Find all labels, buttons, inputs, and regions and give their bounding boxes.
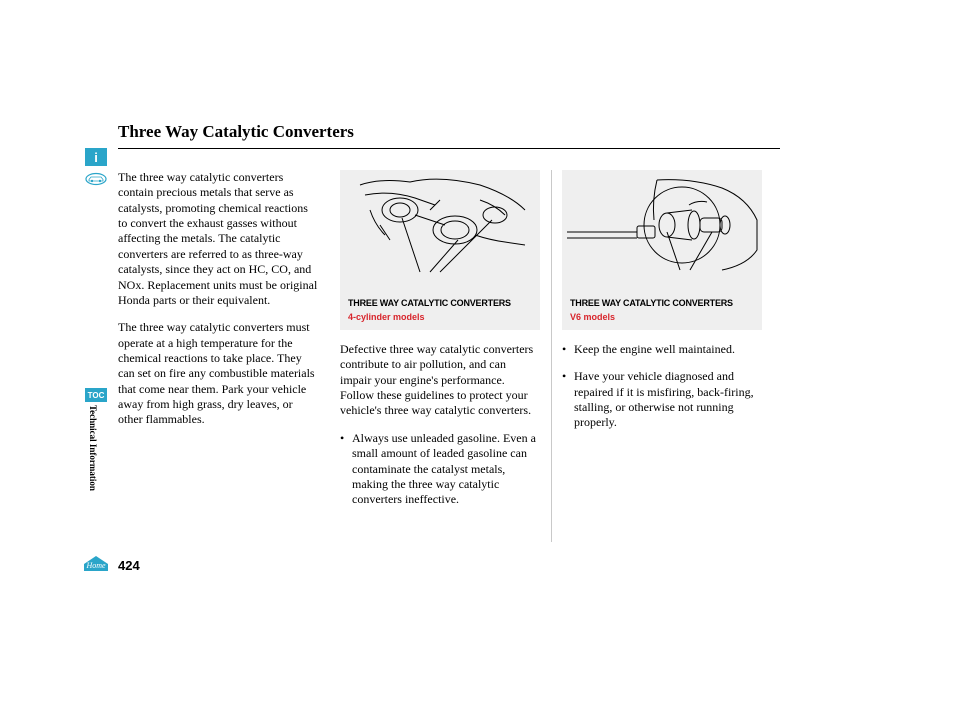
page-number: 424 — [118, 558, 140, 573]
column-2: THREE WAY CATALYTIC CONVERTERS 4-cylinde… — [340, 170, 540, 520]
column-3: THREE WAY CATALYTIC CONVERTERS V6 models… — [562, 170, 762, 443]
figure-subcaption: 4-cylinder models — [348, 312, 425, 324]
body-text: The three way catalytic converters must … — [118, 320, 318, 428]
figure-caption: THREE WAY CATALYTIC CONVERTERS — [570, 298, 733, 310]
home-icon[interactable]: Home — [82, 554, 110, 572]
column-separator — [551, 170, 552, 542]
car-icon[interactable] — [85, 170, 107, 188]
figure-v6: THREE WAY CATALYTIC CONVERTERS V6 models — [562, 170, 762, 330]
page-title: Three Way Catalytic Converters — [118, 122, 354, 142]
figure-subcaption: V6 models — [570, 312, 615, 324]
diagram-v6 — [562, 170, 762, 292]
body-text: The three way catalytic converters conta… — [118, 170, 318, 308]
list-item: Always use unleaded gasoline. Even a sma… — [340, 431, 540, 508]
list-item: Have your vehicle diagnosed and repaired… — [562, 369, 762, 430]
section-label: Technical Information — [88, 405, 98, 491]
toc-button[interactable]: TOC — [85, 388, 107, 402]
figure-caption: THREE WAY CATALYTIC CONVERTERS — [348, 298, 511, 310]
figure-4cyl: THREE WAY CATALYTIC CONVERTERS 4-cylinde… — [340, 170, 540, 330]
info-icon[interactable]: i — [85, 148, 107, 166]
body-text: Defective three way catalytic converters… — [340, 342, 540, 419]
title-rule — [118, 148, 780, 149]
diagram-4cyl — [340, 170, 540, 292]
column-1: The three way catalytic converters conta… — [118, 170, 318, 440]
svg-text:Home: Home — [85, 561, 106, 570]
list-item: Keep the engine well maintained. — [562, 342, 762, 357]
